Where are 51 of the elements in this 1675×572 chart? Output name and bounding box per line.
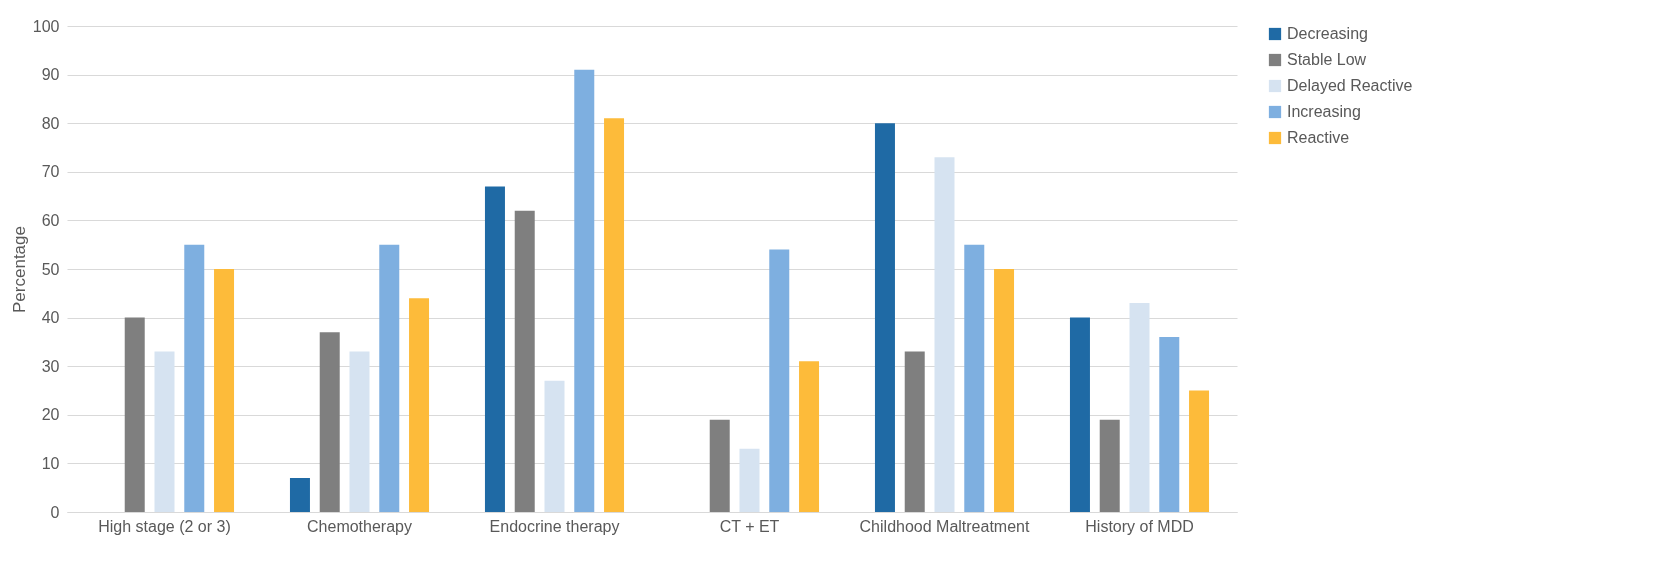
y-tick-label: 0	[50, 503, 60, 521]
bar	[319, 332, 340, 512]
bar	[709, 419, 730, 512]
bar	[379, 244, 400, 512]
bar	[769, 249, 790, 512]
bar	[214, 269, 235, 512]
bar	[904, 351, 925, 512]
x-tick-label: CT + ET	[719, 517, 780, 535]
bar	[289, 477, 310, 512]
y-tick-label: 50	[41, 260, 60, 278]
legend-label: Increasing	[1287, 103, 1361, 120]
x-tick-label: Endocrine therapy	[489, 517, 620, 535]
bar	[994, 269, 1015, 512]
y-tick-label: 70	[41, 163, 60, 181]
bar	[409, 298, 430, 512]
bar	[124, 317, 145, 512]
y-tick-label: 90	[41, 66, 60, 84]
bar	[349, 351, 370, 512]
legend-label: Stable Low	[1287, 51, 1367, 68]
y-tick-label: 40	[41, 309, 60, 327]
bar	[934, 157, 955, 512]
y-axis-title: Percentage	[9, 226, 29, 313]
bar	[544, 380, 565, 512]
legend-label: Decreasing	[1287, 25, 1368, 42]
bar	[1129, 303, 1150, 512]
bar	[874, 123, 895, 512]
x-tick-label: Chemotherapy	[307, 517, 412, 535]
x-tick-label: Childhood Maltreatment	[859, 517, 1030, 535]
bar	[1189, 390, 1210, 512]
y-tick-label: 20	[41, 406, 60, 424]
legend-label: Reactive	[1287, 129, 1350, 146]
bar	[964, 244, 985, 512]
y-tick-label: 100	[32, 17, 60, 35]
bar	[1069, 317, 1090, 512]
bar	[1099, 419, 1120, 512]
bar	[1159, 337, 1180, 512]
y-tick-label: 80	[41, 114, 60, 132]
bar	[574, 69, 595, 512]
bar	[739, 448, 760, 512]
y-tick-label: 60	[41, 211, 60, 229]
y-tick-label: 30	[41, 357, 60, 375]
bar	[799, 361, 820, 512]
y-tick-label: 10	[41, 454, 60, 472]
bar	[484, 186, 505, 512]
bar	[184, 244, 205, 512]
x-tick-label: History of MDD	[1085, 517, 1194, 535]
bar	[514, 210, 535, 512]
x-tick-label: High stage (2 or 3)	[98, 517, 231, 535]
bar	[604, 118, 625, 512]
bar	[154, 351, 175, 512]
legend-label: Delayed Reactive	[1287, 77, 1413, 94]
